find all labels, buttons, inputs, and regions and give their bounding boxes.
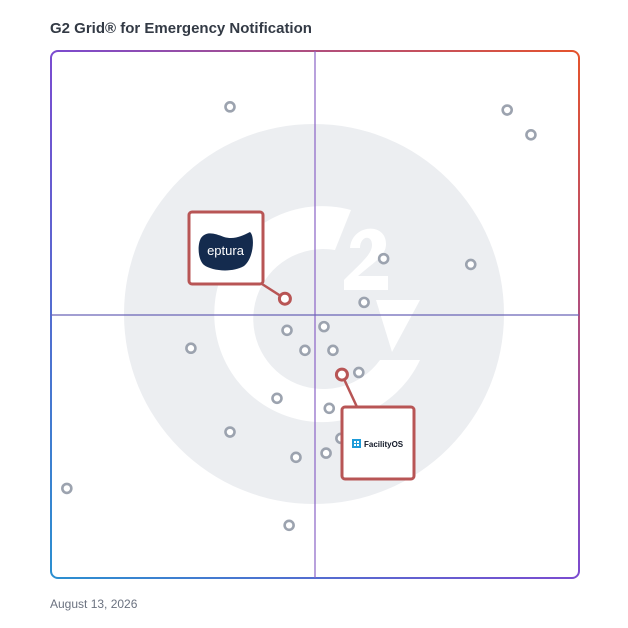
eptura-dot[interactable]: [277, 291, 292, 306]
eptura-callout[interactable]: eptura: [187, 210, 292, 306]
vendor-dot-14[interactable]: [323, 402, 336, 415]
g2-watermark: [124, 124, 504, 504]
vendor-dot-11[interactable]: [327, 344, 339, 357]
report-date: August 13, 2026: [50, 597, 138, 611]
vendor-dot-13[interactable]: [271, 392, 283, 405]
vendor-dot-12[interactable]: [353, 366, 365, 379]
eptura-blob-icon: [198, 232, 253, 271]
facilityos-logo-box[interactable]: [340, 405, 416, 481]
facilityos-callout[interactable]: FacilityOS: [334, 367, 416, 481]
vendor-dot-19[interactable]: [61, 482, 73, 495]
facilityos-building-icon: [352, 439, 361, 448]
vendor-dot-15[interactable]: [224, 426, 236, 438]
vendor-dot-20[interactable]: [283, 519, 295, 532]
vendor-dot-5[interactable]: [464, 258, 477, 271]
vendor-dot-4[interactable]: [377, 252, 390, 265]
vendor-dot-6[interactable]: [358, 296, 370, 309]
vendor-dot-2[interactable]: [501, 104, 513, 116]
vendor-dot-17[interactable]: [290, 451, 302, 464]
chart-title: G2 Grid® for Emergency Notification: [50, 20, 312, 37]
vendor-dots: [61, 101, 537, 532]
vendor-dot-1[interactable]: [224, 101, 236, 113]
vendor-dot-3[interactable]: [525, 128, 537, 141]
eptura-logo-text: eptura: [207, 243, 245, 258]
vendor-dot-7[interactable]: [318, 320, 330, 333]
vendor-dot-10[interactable]: [299, 344, 311, 357]
vendor-dot-18[interactable]: [320, 447, 332, 459]
vendor-dot-8[interactable]: [281, 324, 293, 337]
vendor-dot-9[interactable]: [185, 342, 197, 355]
facilityos-dot[interactable]: [334, 367, 349, 382]
facilityos-logo-text: FacilityOS: [364, 440, 404, 449]
